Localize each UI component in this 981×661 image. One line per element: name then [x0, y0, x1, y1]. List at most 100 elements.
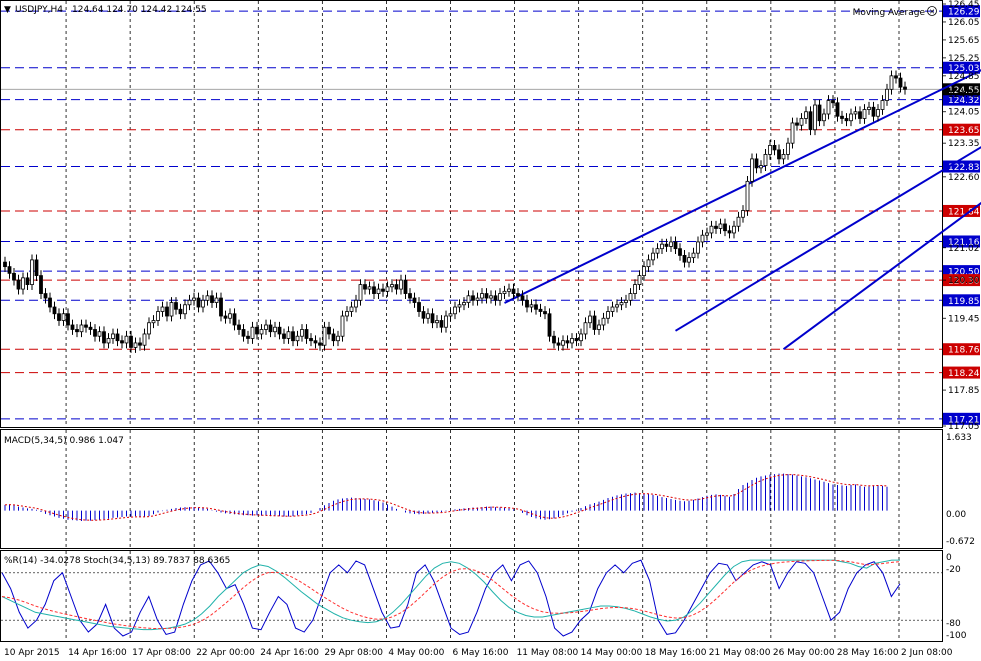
candle-body — [633, 284, 637, 294]
candle-body — [39, 275, 43, 294]
level-label: 120.50 — [948, 268, 980, 278]
candle-body — [255, 326, 259, 335]
level-label: 126.29 — [948, 8, 980, 18]
macd-panel-frame — [0, 429, 943, 549]
candles — [3, 70, 907, 353]
oscillator-label: %R(14) -34.0278 Stoch(34,5,13) 89.7837 8… — [4, 556, 230, 566]
ohlc-values: 124.64 124.70 124.42 124.55 — [72, 5, 207, 15]
candle-body — [174, 302, 178, 310]
candle-body — [750, 158, 754, 182]
candle-body — [606, 311, 610, 319]
candle-body — [129, 335, 133, 348]
candle-body — [835, 102, 840, 117]
candle-body — [7, 266, 12, 274]
time-tick-label: 21 May 08:00 — [709, 648, 771, 658]
candle-body — [570, 338, 574, 344]
price-axis: 126.45126.05125.65125.25124.85124.45124.… — [942, 0, 980, 432]
candle-body — [754, 158, 759, 169]
channel-line — [674, 146, 981, 332]
price-tick-label: 125.25 — [948, 54, 980, 64]
candle-body — [768, 145, 772, 155]
candle-body — [354, 299, 358, 308]
price-tick-label: 125.65 — [948, 36, 980, 46]
candle-body — [777, 149, 781, 160]
candle-body — [700, 234, 705, 243]
candle-body — [210, 295, 214, 303]
macd-label: MACD(5,34,5) 0.986 1.047 — [4, 436, 124, 446]
candle-body — [462, 302, 466, 306]
price-tick-label: 123.35 — [948, 139, 980, 149]
candle-body — [363, 284, 367, 290]
vertical-grid — [65, 1, 900, 641]
dropdown-arrow-icon[interactable]: ▼ — [4, 5, 11, 15]
candle-body — [151, 320, 156, 324]
candle-body — [781, 153, 786, 160]
price-tick-label: 126.05 — [948, 18, 980, 28]
candle-body — [637, 275, 642, 285]
candle-body — [552, 335, 556, 344]
macd-tick-bottom: -0.672 — [946, 537, 975, 547]
candle-body — [831, 100, 835, 104]
candle-body — [736, 216, 741, 227]
candle-body — [786, 142, 790, 155]
candle-body — [822, 113, 826, 122]
candle-body — [291, 331, 295, 342]
time-tick-label: 4 May 00:00 — [388, 648, 444, 658]
candle-body — [66, 313, 70, 326]
candle-body — [124, 335, 129, 344]
candle-body — [412, 297, 417, 303]
candle-body — [246, 335, 250, 339]
time-tick-label: 22 Apr 00:00 — [196, 648, 255, 658]
candle-body — [435, 320, 439, 324]
candle-body — [480, 293, 484, 299]
candle-body — [286, 331, 291, 339]
candle-body — [691, 252, 696, 259]
candle-body — [336, 335, 340, 342]
candle-body — [849, 113, 853, 122]
candle-body — [502, 290, 507, 294]
oscillator-lines — [1, 559, 942, 637]
candle-body — [223, 315, 228, 319]
candle-body — [880, 100, 885, 110]
level-label: 125.03 — [948, 64, 980, 74]
candle-body — [619, 302, 624, 306]
price-tick-label: 120.30 — [948, 276, 980, 286]
price-tick-label: 119.45 — [948, 314, 980, 324]
close-icon[interactable]: ✕ — [927, 6, 937, 17]
candle-body — [718, 223, 723, 229]
candle-body — [187, 299, 192, 306]
candle-body — [282, 333, 286, 339]
candle-body — [588, 315, 592, 324]
main-panel-frame — [0, 0, 943, 428]
osc-tick-0: 0 — [946, 553, 952, 563]
candle-body — [111, 333, 115, 339]
candle-body — [808, 111, 813, 131]
candle-body — [826, 100, 831, 115]
candle-body — [349, 306, 354, 312]
candle-body — [448, 313, 453, 317]
candle-body — [403, 279, 408, 294]
candle-body — [453, 306, 457, 315]
price-tick-label: 124.05 — [948, 108, 980, 118]
williams-r-line — [1, 559, 901, 637]
candle-body — [682, 255, 687, 263]
candle-body — [147, 322, 151, 335]
candle-body — [862, 109, 867, 119]
channel-line — [782, 201, 981, 351]
candle-body — [520, 295, 525, 301]
time-tick-label: 14 May 00:00 — [581, 648, 643, 658]
candle-body — [358, 284, 363, 301]
candle-body — [169, 302, 174, 317]
indicator-label: Moving Average — [853, 8, 926, 18]
candle-body — [475, 297, 480, 301]
candle-body — [660, 243, 664, 250]
candle-body — [48, 297, 52, 308]
candle-body — [106, 338, 111, 344]
candle-body — [313, 340, 318, 344]
candle-body — [489, 295, 493, 299]
candle-body — [201, 299, 205, 308]
candle-body — [142, 333, 147, 346]
candle-body — [84, 324, 88, 328]
candle-body — [390, 284, 394, 288]
stoch-main-line — [1, 559, 900, 631]
